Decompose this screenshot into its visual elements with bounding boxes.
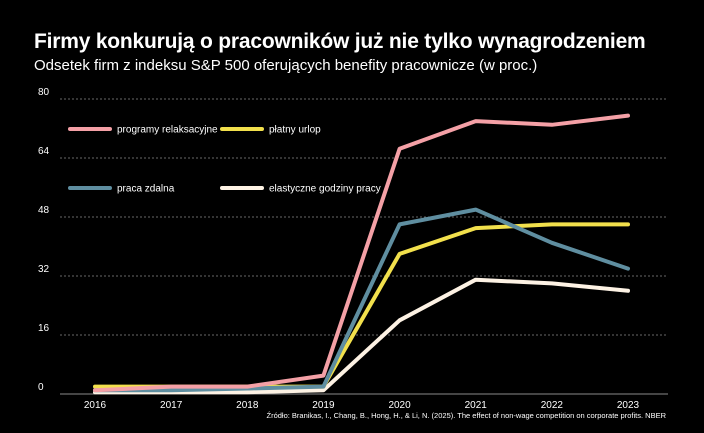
series-line-3 <box>93 277 630 395</box>
x-tick-label: 2017 <box>160 400 183 411</box>
y-tick-label: 16 <box>38 323 50 334</box>
x-tick-label: 2020 <box>388 400 411 411</box>
legend-label: elastyczne godziny pracy <box>269 184 381 195</box>
legend-label: praca zdalna <box>117 184 175 195</box>
x-tick-label: 2016 <box>84 400 107 411</box>
x-tick-label: 2023 <box>617 400 640 411</box>
chart-title: Firmy konkurują o pracowników już nie ty… <box>34 30 646 53</box>
y-tick-label: 64 <box>38 146 50 157</box>
legend-label: programy relaksacyjne <box>117 125 218 136</box>
x-tick-label: 2021 <box>465 400 488 411</box>
y-tick-label: 80 <box>38 87 50 98</box>
series-line-0 <box>93 113 630 393</box>
x-tick-label: 2022 <box>541 400 564 411</box>
legend-label: płatny urlop <box>269 125 321 136</box>
source-note: Źródło: Branikas, I., Chang, B., Hong, H… <box>266 411 666 420</box>
y-tick-label: 48 <box>38 205 50 216</box>
x-tick-label: 2019 <box>312 400 335 411</box>
series-line-2 <box>93 207 630 393</box>
chart-subtitle: Odsetek firm z indeksu S&P 500 oferujący… <box>34 57 538 74</box>
y-tick-label: 0 <box>38 382 44 393</box>
y-tick-label: 32 <box>38 264 50 275</box>
x-tick-label: 2018 <box>236 400 259 411</box>
